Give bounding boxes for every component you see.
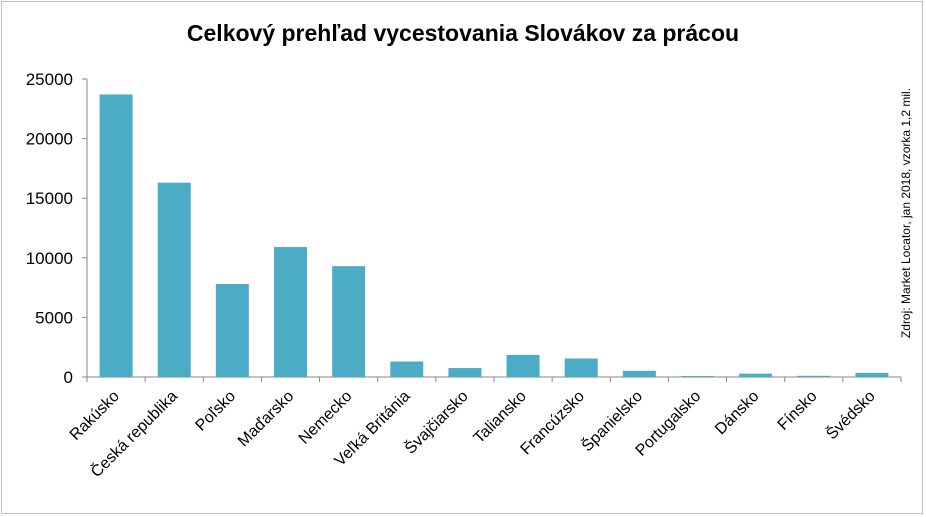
bar-13 [797, 375, 831, 377]
category-label: Fínsko [775, 388, 821, 434]
y-tick-label: 10000 [26, 249, 73, 268]
y-tick-label: 0 [64, 368, 73, 387]
y-tick-label: 25000 [26, 70, 73, 89]
bar-9 [564, 358, 598, 377]
y-tick-label: 20000 [26, 130, 73, 149]
bar-6 [390, 361, 424, 377]
category-label: Rakúsko [67, 388, 123, 444]
y-tick-label: 15000 [26, 189, 73, 208]
category-label: Švajčiarsko [400, 386, 471, 457]
bar-12 [739, 373, 773, 377]
bar-4 [274, 247, 307, 377]
category-label: Taliansko [471, 388, 530, 447]
y-tick-label: 5000 [35, 308, 73, 327]
bar-3 [215, 284, 249, 377]
bar-14 [855, 372, 889, 377]
category-label: Švédsko [822, 386, 879, 443]
category-label: Dánsko [712, 388, 762, 438]
bar-8 [506, 354, 540, 377]
category-label: Poľsko [192, 388, 239, 435]
bar-11 [681, 376, 714, 377]
chart-title: Celkový prehľad vycestovania Slovákov za… [186, 20, 740, 46]
bar-2 [157, 182, 191, 377]
bar-1 [99, 94, 133, 377]
bar-10 [622, 370, 656, 377]
bar-7 [448, 368, 482, 377]
bar-5 [332, 266, 366, 377]
category-label: Maďarsko [235, 388, 297, 450]
category-label: Nemecko [296, 388, 356, 448]
